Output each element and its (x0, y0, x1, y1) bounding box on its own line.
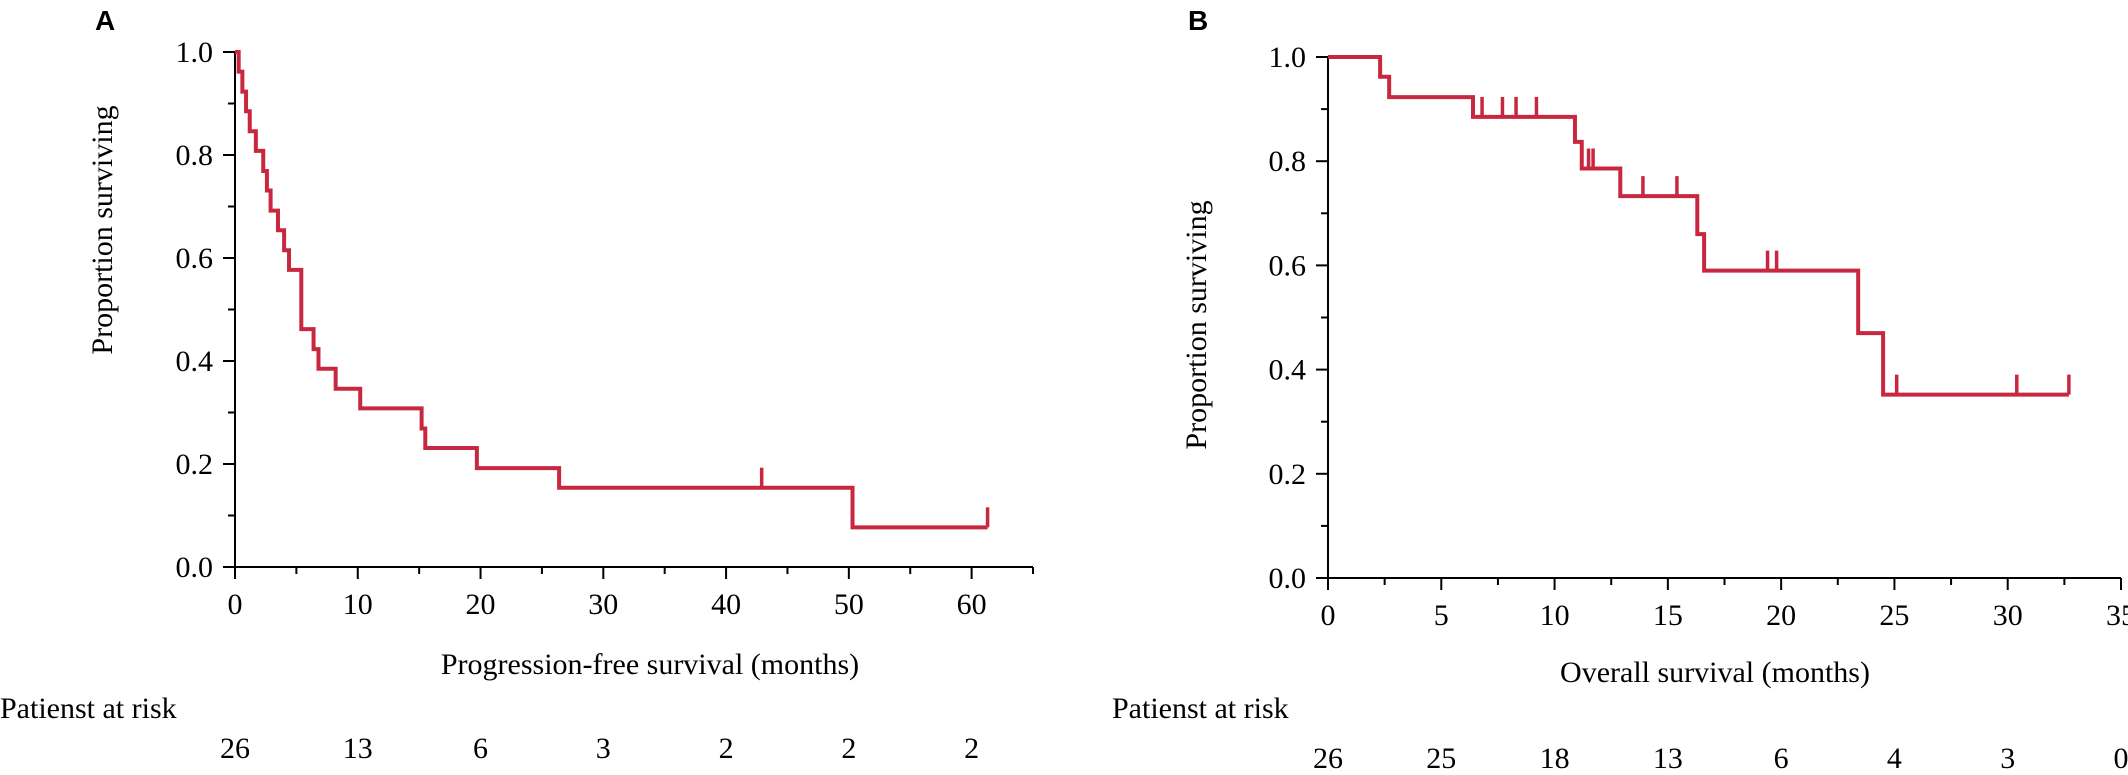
panel-b-y-tick-label: 0.4 (1269, 354, 1307, 387)
panel-b-y-tick-label: 0.8 (1269, 145, 1307, 178)
panel-b-curve (1328, 55, 2071, 397)
panel-a-risk-count: 2 (719, 732, 734, 765)
panel-b-risk-count: 3 (2000, 742, 2015, 775)
panel-a-y-tick-label: 0.6 (176, 242, 214, 275)
panel-b-x-tick-label: 20 (1766, 599, 1796, 632)
panel-a-risk-count: 2 (841, 732, 856, 765)
panel-b-risk-count: 6 (1774, 742, 1789, 775)
panel-b: B 051015202530350.00.20.40.60.81.0 Propo… (1112, 5, 2128, 775)
panel-b-survival-line (1328, 55, 2069, 397)
panel-b-x-tick-label: 5 (1434, 599, 1449, 632)
panel-b-x-tick-label: 10 (1540, 599, 1570, 632)
panel-a-tick-labels: 0 10 20 30 40 50 60 0.0 0.2 0.4 0.6 0.8 1.0 (176, 36, 987, 621)
panel-b-x-axis-label: Overall survival (months) (1560, 656, 1870, 689)
panel-a-x-tick-label: 0 (228, 588, 243, 621)
panel-a-x-tick-label: 60 (957, 588, 987, 621)
panel-b-ticks (1316, 56, 2122, 590)
panel-b-y-tick-label: 1.0 (1269, 41, 1307, 74)
panel-a-risk-table-label: Patienst at risk (0, 692, 177, 725)
panel-a-ticks (223, 51, 1034, 579)
panel-b-axes (1327, 57, 2121, 579)
panel-b-risk-table-label: Patienst at risk (1112, 692, 1289, 725)
panel-a-x-tick-label: 30 (588, 588, 618, 621)
panel-a-axes (234, 52, 1033, 568)
panel-a-risk-count: 6 (473, 732, 488, 765)
panel-a-risk-counts: 26 13 6 3 2 2 2 (220, 732, 979, 765)
panel-b-x-tick-label: 25 (1879, 599, 1909, 632)
panel-a-risk-count: 3 (596, 732, 611, 765)
panel-a: A 0 10 20 30 40 50 60 0.0 0.2 0.4 0.6 0.8 1.0 Propor… (0, 5, 1034, 765)
panel-b-x-tick-label: 0 (1321, 599, 1336, 632)
panel-a-y-axis-label: Proportion surviving (86, 105, 119, 354)
panel-b-x-tick-label: 15 (1653, 599, 1683, 632)
panel-a-letter: A (95, 5, 115, 36)
panel-b-y-tick-label: 0.0 (1269, 562, 1307, 595)
panel-b-risk-count: 13 (1653, 742, 1683, 775)
panel-b-risk-count: 4 (1887, 742, 1902, 775)
panel-b-letter: B (1188, 5, 1208, 36)
panel-a-x-tick-label: 50 (834, 588, 864, 621)
panel-a-risk-count: 2 (964, 732, 979, 765)
panel-a-x-tick-label: 40 (711, 588, 741, 621)
panel-a-x-tick-label: 10 (343, 588, 373, 621)
panel-b-risk-counts: 26 25 18 13 6 4 3 0 (1313, 742, 2128, 775)
panel-b-risk-count: 18 (1540, 742, 1570, 775)
panel-b-tick-labels: 0 5 10 15 20 25 30 35 0.0 0.2 0.4 0.6 0.8 1.0 (1269, 41, 2128, 632)
panel-a-curve (235, 50, 990, 530)
panel-a-risk-count: 26 (220, 732, 250, 765)
panel-a-x-tick-label: 20 (466, 588, 496, 621)
panel-a-y-tick-label: 0.0 (176, 551, 214, 584)
panel-b-y-tick-label: 0.2 (1269, 458, 1307, 491)
panel-a-y-tick-label: 1.0 (176, 36, 214, 69)
panel-b-risk-count: 0 (2114, 742, 2128, 775)
panel-a-risk-count: 13 (343, 732, 373, 765)
panel-b-risk-count: 25 (1426, 742, 1456, 775)
panel-b-y-tick-label: 0.6 (1269, 249, 1307, 282)
panel-b-risk-count: 26 (1313, 742, 1343, 775)
panel-b-y-axis-label: Proportion surviving (1180, 200, 1213, 449)
panel-a-y-tick-label: 0.8 (176, 139, 214, 172)
panel-a-x-axis-label: Progression-free survival (months) (441, 648, 859, 681)
panel-a-y-tick-label: 0.2 (176, 448, 214, 481)
panel-b-x-tick-label: 30 (1993, 599, 2023, 632)
panel-b-x-tick-label: 35 (2106, 599, 2128, 632)
panel-a-survival-line (235, 50, 988, 530)
panel-a-y-tick-label: 0.4 (176, 345, 214, 378)
